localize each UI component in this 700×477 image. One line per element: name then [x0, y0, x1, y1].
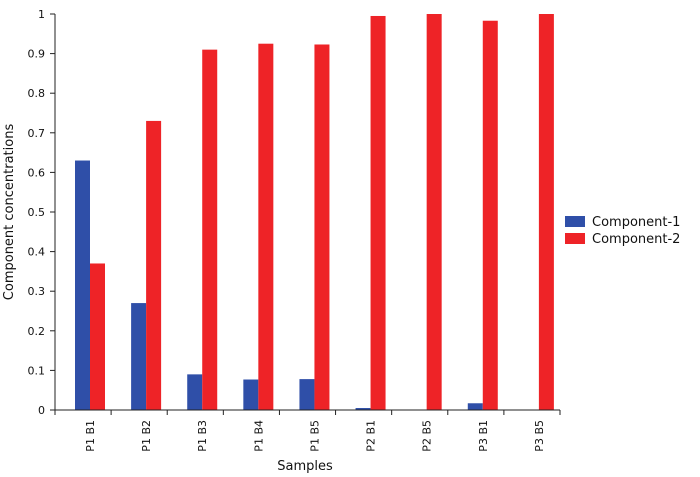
legend-label-1: Component-1	[592, 215, 680, 230]
x-tick-label: P1 B3	[196, 420, 209, 452]
y-axis-title: Component concentrations	[2, 124, 17, 301]
bar-1-p1-b4	[243, 379, 259, 410]
bar-1-p1-b2	[131, 303, 147, 410]
x-tick-label: P3 B1	[477, 420, 490, 452]
legend-label-2: Component-2	[592, 232, 680, 247]
y-tick-label: 0.3	[28, 285, 46, 298]
x-tick-label: P3 B5	[533, 420, 546, 452]
y-tick-label: 0.5	[28, 206, 46, 219]
bar-2-p1-b4	[258, 43, 274, 410]
bar-1-p1-b1	[75, 160, 90, 410]
bar-1-p3-b1	[467, 403, 483, 410]
legend-swatch-1	[565, 216, 585, 227]
x-axis-title: Samples	[277, 459, 333, 474]
axes-layer: 0 0.1 0.2 0.3 0.4 0.5 0.6 0.7 0.8 0.9 1 P1 B1 P1 B2 P…	[28, 8, 561, 452]
y-tick-label: 0	[38, 404, 45, 417]
x-tick-label: P2 B1	[365, 420, 378, 452]
y-tick-label: 0.7	[28, 127, 46, 140]
x-tick-label: P1 B1	[84, 420, 97, 452]
bars-layer	[75, 14, 554, 411]
x-tick-label: P1 B2	[140, 420, 153, 452]
bar-1-p2-b1	[355, 408, 371, 410]
bar-2-p1-b3	[202, 49, 218, 410]
bar-1-p1-b5	[299, 379, 315, 410]
y-tick-label: 0.2	[28, 325, 46, 338]
x-tick-label: P1 B4	[252, 420, 265, 452]
y-tick-label: 0.8	[28, 87, 46, 100]
legend-swatch-2	[565, 233, 585, 244]
y-tick-label: 1	[38, 8, 45, 21]
bar-1-p1-b3	[187, 374, 203, 410]
bar-2-p1-b2	[146, 120, 162, 411]
x-tick-label: P1 B5	[308, 420, 321, 452]
y-tick-label: 0.6	[28, 166, 46, 179]
bar-2-p1-b5	[314, 44, 330, 410]
legend: Component-1 Component-2	[565, 215, 680, 247]
bar-2-p2-b1	[370, 15, 386, 410]
bar-2-p2-b5	[426, 14, 442, 410]
bar-2-p3-b1	[482, 20, 498, 411]
y-tick-label: 0.1	[28, 364, 46, 377]
y-tick-label: 0.9	[28, 48, 46, 61]
bar-2-p1-b1	[90, 263, 105, 410]
bar-2-p3-b5	[538, 14, 554, 410]
y-tick-label: 0.4	[28, 246, 46, 259]
x-tick-label: P2 B5	[421, 420, 434, 452]
